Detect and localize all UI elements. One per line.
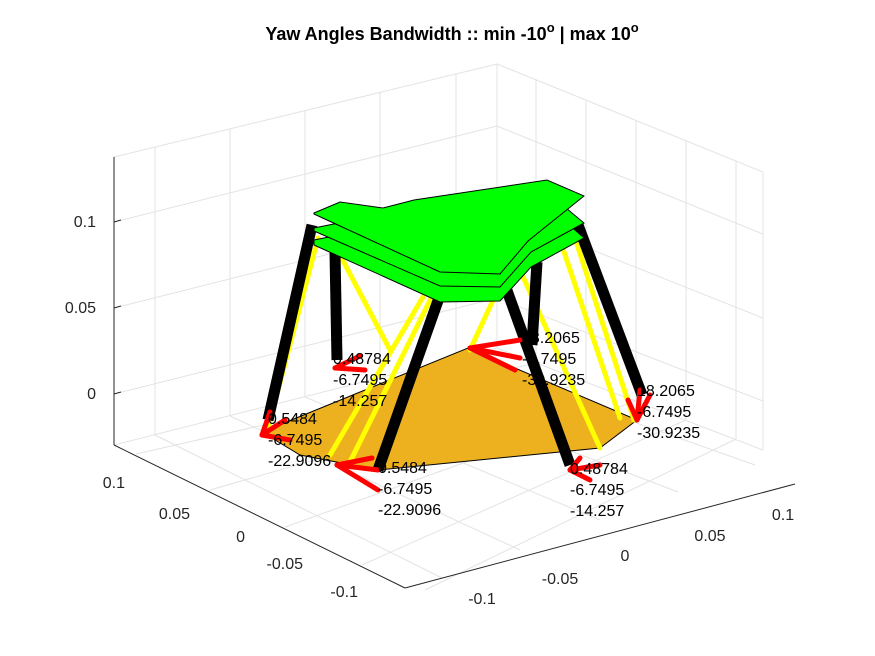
angle-label: -22.9096	[268, 453, 331, 470]
angle-label: -6.7495	[333, 372, 387, 389]
y-tick-label: 0	[236, 529, 245, 546]
x-tick-label: 0.05	[694, 528, 725, 545]
y-tick-label: -0.1	[330, 584, 358, 601]
top-platform-layer-1	[313, 179, 585, 275]
angle-label: 0.5484	[268, 411, 317, 428]
tick-labels: 0.1 0.05 0 0.1 0.05 0 -0.05 -0.1 0.1 0.05 0 -0.05 -0…	[65, 214, 794, 608]
angle-label: -14.257	[333, 393, 387, 410]
angle-label: -30.9235	[522, 372, 585, 389]
angle-annotations: 0.5484 -6.7495 -22.9096 0.5484 -6.7495 -22.90…	[268, 330, 700, 520]
y-tick-label: -0.05	[267, 556, 304, 573]
struts	[262, 223, 648, 472]
manipulator-model	[259, 179, 653, 493]
x-tick-label: 0.1	[772, 507, 794, 524]
angle-label: -30.9235	[637, 425, 700, 442]
x-tick-label: -0.05	[542, 571, 579, 588]
angle-label: -6.7495	[522, 351, 576, 368]
y-tick-label: 0.05	[159, 506, 190, 523]
angle-label: 18.2065	[637, 383, 695, 400]
angle-label: 0.48784	[333, 351, 391, 368]
x-tick-label: -0.1	[468, 591, 496, 608]
angle-label: -22.9096	[378, 502, 441, 519]
chart-title: Yaw Angles Bandwidth :: min -10o | max 1…	[265, 20, 638, 44]
x-tick-label: 0	[621, 548, 630, 565]
axes-lines	[113, 157, 796, 589]
angle-label: -6.7495	[570, 482, 624, 499]
angle-label: -6.7495	[268, 432, 322, 449]
angle-label: 0.48784	[570, 461, 628, 478]
z-tick-label: 0	[87, 386, 96, 403]
z-tick-label: 0.05	[65, 300, 96, 317]
angle-label: -14.257	[570, 503, 624, 520]
angle-label: 0.5484	[378, 460, 427, 477]
angle-label: 18.2065	[522, 330, 580, 347]
z-tick-label: 0.1	[74, 214, 96, 231]
angle-label: -6.7495	[637, 404, 691, 421]
joints	[259, 337, 653, 493]
y-tick-label: 0.1	[103, 475, 125, 492]
angle-label: -6.7495	[378, 481, 432, 498]
